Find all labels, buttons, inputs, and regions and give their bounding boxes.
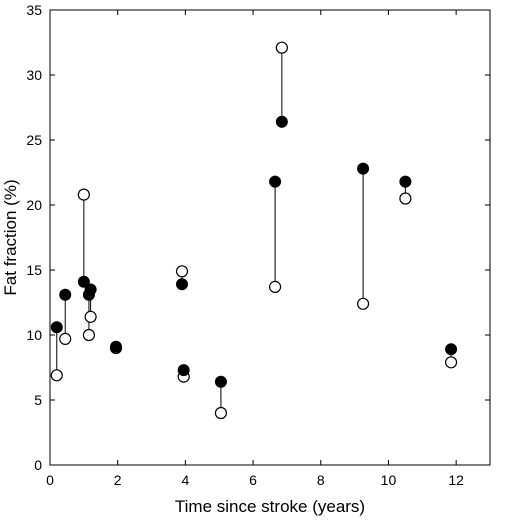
open-circle-point (59, 332, 72, 345)
pair-connector-lines (56, 47, 452, 413)
x-tick-label: 12 (448, 472, 464, 488)
x-tick-label: 8 (317, 472, 325, 488)
open-circle-point (399, 192, 412, 205)
y-axis-title: Fat fraction (%) (1, 179, 20, 295)
open-circle-point (84, 310, 97, 323)
data-points (50, 41, 458, 420)
filled-circle-point (269, 175, 282, 188)
y-tick-label: 35 (26, 2, 42, 18)
open-circle-point (50, 369, 63, 382)
filled-circle-point (275, 115, 288, 128)
open-circle-point (268, 280, 282, 293)
filled-circle-point (176, 278, 188, 291)
y-tick-label: 20 (26, 197, 42, 213)
filled-circle-point (399, 175, 412, 188)
filled-circle-point (84, 283, 97, 296)
x-tick-label: 0 (46, 472, 54, 488)
y-tick-label: 0 (34, 457, 42, 473)
x-tick-label: 6 (249, 472, 257, 488)
filled-circle-point (177, 364, 190, 377)
x-tick-label: 2 (114, 472, 122, 488)
y-tick-label: 25 (26, 132, 42, 148)
filled-circle-point (214, 375, 227, 388)
y-tick-label: 30 (26, 67, 42, 83)
filled-circle-point (59, 288, 72, 301)
x-tick-label: 10 (381, 472, 397, 488)
open-circle-point (214, 406, 228, 420)
filled-circle-point (50, 321, 63, 334)
plot-frame (49, 9, 491, 466)
filled-circle-point (357, 162, 370, 175)
filled-circle-point (445, 343, 458, 356)
open-circle-point (444, 356, 458, 369)
open-circle-point (82, 328, 96, 342)
y-tick-label: 5 (34, 392, 42, 408)
x-tick-label: 4 (181, 472, 189, 488)
y-tick-label: 15 (26, 262, 42, 278)
filled-circle-point (110, 340, 122, 353)
open-circle-point (77, 188, 90, 201)
y-tick-label: 10 (26, 327, 42, 343)
x-axis-title: Time since stroke (years) (175, 497, 365, 516)
axes: 0 2 4 6 8 10 12 0 5 10 15 20 25 30 35 (26, 2, 491, 488)
open-circle-point (275, 41, 288, 54)
open-circle-point (356, 297, 370, 310)
open-circle-point (175, 265, 189, 278)
filled-circle-point (77, 275, 90, 288)
